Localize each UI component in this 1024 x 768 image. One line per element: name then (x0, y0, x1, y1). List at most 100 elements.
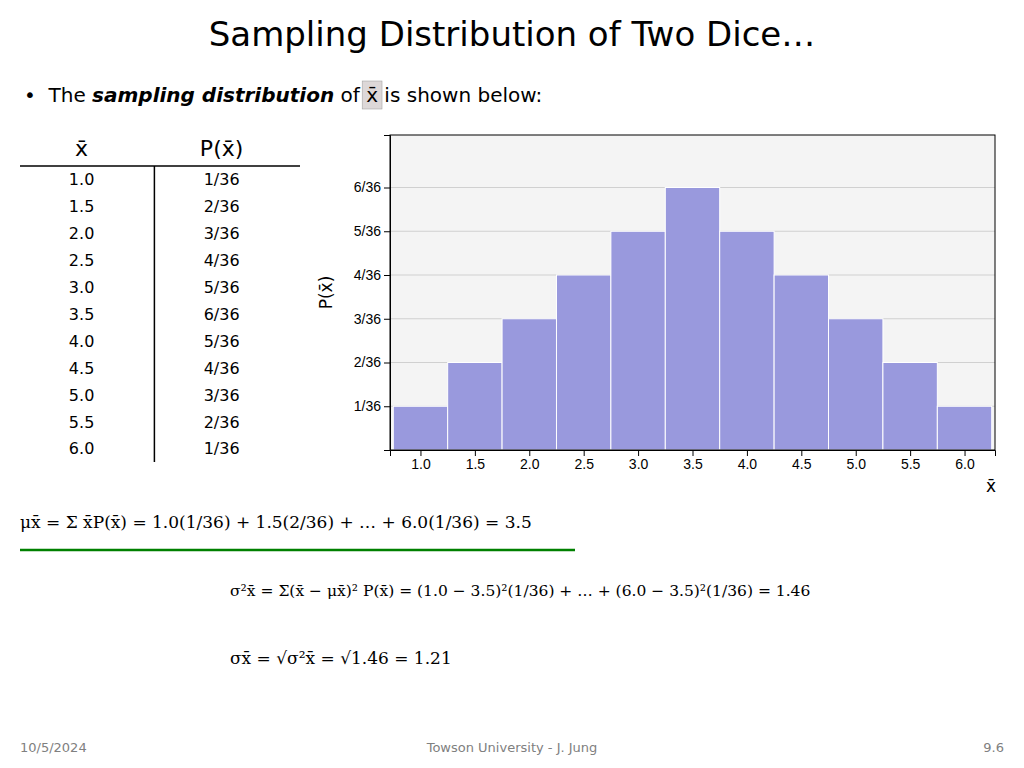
subtitle: • The sampling distribution of x̄ is sho… (24, 81, 542, 109)
table-cell: 4.5 (69, 359, 94, 378)
tick-mark (384, 275, 390, 276)
table-cell: 3.0 (69, 278, 94, 297)
plot-frame (390, 135, 995, 450)
tick: 2.5 (574, 450, 594, 472)
table-divider (154, 166, 156, 462)
tick: 2.0 (520, 450, 540, 472)
tick: 1/36 (354, 398, 390, 414)
tick-label: 6.0 (955, 456, 975, 472)
y-axis: 1/36 2/36 3/36 4/36 5/36 6/36 (354, 136, 391, 451)
bar (720, 231, 774, 450)
tick-label: 2.5 (574, 456, 594, 472)
tick-mark (384, 363, 390, 364)
tick-label: 5/36 (354, 223, 381, 239)
tick-label: 5.0 (846, 456, 866, 472)
tick: 2/36 (354, 354, 390, 370)
table-cell: 5.0 (69, 386, 94, 405)
table-cell: 4/36 (204, 359, 240, 378)
tick: 3/36 (354, 311, 390, 327)
bar (883, 363, 937, 451)
subtitle-part: x̄ (366, 83, 378, 107)
tick-label: 1.5 (466, 456, 486, 472)
tick: 4/36 (354, 267, 390, 283)
bars (393, 188, 991, 451)
bar (774, 275, 828, 450)
page: Sampling Distribution of Two Dice… • The … (0, 0, 1024, 768)
x-axis-label: x̄ (986, 476, 996, 496)
axis-line (384, 136, 391, 451)
table-cell: 5.5 (69, 413, 94, 432)
tick-label: 2.0 (520, 456, 540, 472)
table-rule (20, 165, 300, 167)
tick-label: 4.0 (738, 456, 758, 472)
tick: 5.0 (846, 450, 866, 472)
table-cell: 6.0 (69, 439, 94, 458)
subtitle-part: • The (24, 83, 92, 107)
bar (556, 275, 610, 450)
table-cell: 2/36 (204, 413, 240, 432)
tick-label: 2/36 (354, 354, 381, 370)
tick-label: 6/36 (354, 179, 381, 195)
table: x̄ P(x̄) 1.0 1/36 1.5 2/36 2.0 3/36 2.5 4/36 3.0 5/… (20, 136, 300, 462)
tick: 5/36 (354, 223, 390, 239)
tick-label: 1.0 (411, 456, 431, 472)
tick: 3.0 (629, 450, 649, 472)
tick-label: 3.0 (629, 456, 649, 472)
table-cell: 5/36 (204, 278, 240, 297)
table-cell: 6/36 (204, 305, 240, 324)
table-cell: 2.0 (69, 224, 94, 243)
table-cell: 4/36 (204, 251, 240, 270)
bar (937, 406, 991, 450)
tick: 4.5 (792, 450, 812, 472)
tick: 6.0 (955, 450, 975, 472)
title: Sampling Distribution of Two Dice… (209, 14, 816, 54)
tick: 3.5 (683, 450, 703, 472)
table-cell: 1.0 (69, 170, 94, 189)
tick-mark (384, 319, 390, 320)
table-cell: 1/36 (204, 439, 240, 458)
table-cell: 4.0 (69, 332, 94, 351)
table-cell: 3.5 (69, 305, 94, 324)
tick-label: 3/36 (354, 311, 381, 327)
tick-label: 3.5 (683, 456, 703, 472)
tick: 5.5 (901, 450, 921, 472)
table-header: P(x̄) (200, 136, 243, 161)
tick-mark (384, 406, 390, 407)
formula: σ²x̄ = Σ(x̄ − μx̄)² P(x̄) = (1.0 − 3.5)²… (230, 582, 810, 600)
tick-mark (384, 188, 390, 189)
tick-label: 4.5 (792, 456, 812, 472)
tick: 1.5 (466, 450, 486, 472)
table-cell: 1/36 (204, 170, 240, 189)
footer: 10/5/2024 (20, 740, 87, 755)
formula: σx̄ = √σ²x̄ = √1.46 = 1.21 (230, 648, 452, 668)
tick: 1.0 (411, 450, 431, 472)
subtitle-part: sampling distribution (92, 83, 334, 107)
bar (611, 231, 665, 450)
bar (665, 188, 719, 451)
bar (448, 363, 502, 451)
table-cell: 5/36 (204, 332, 240, 351)
tick-label: 4/36 (354, 267, 381, 283)
plot-background (390, 135, 995, 450)
chart (390, 135, 995, 450)
table-cell: 3/36 (204, 224, 240, 243)
footer: Towson University - J. Jung (426, 740, 598, 755)
table-cell: 2.5 (69, 251, 94, 270)
formula-underline (20, 549, 575, 552)
tick-label: 1/36 (354, 398, 381, 414)
bar (829, 319, 883, 450)
subtitle-part: of (334, 83, 366, 107)
y-axis-label: P(x̄) (316, 276, 336, 310)
formula: μx̄ = Σ x̄P(x̄) = 1.0(1/36) + 1.5(2/36) … (20, 512, 532, 532)
table-cell: 1.5 (69, 197, 94, 216)
tick-label: 5.5 (901, 456, 921, 472)
bar (502, 319, 556, 450)
table-cell: 2/36 (204, 197, 240, 216)
tick: 6/36 (354, 179, 390, 195)
footer: 9.6 (983, 740, 1004, 755)
table-header: x̄ (75, 136, 88, 161)
x-axis: 1.0 1.5 2.0 2.5 3.0 3.5 4.0 4.5 5.0 5.5 6.0 (391, 450, 996, 472)
tick: 4.0 (738, 450, 758, 472)
tick-mark (384, 231, 390, 232)
subtitle-part: is shown below: (378, 83, 542, 107)
